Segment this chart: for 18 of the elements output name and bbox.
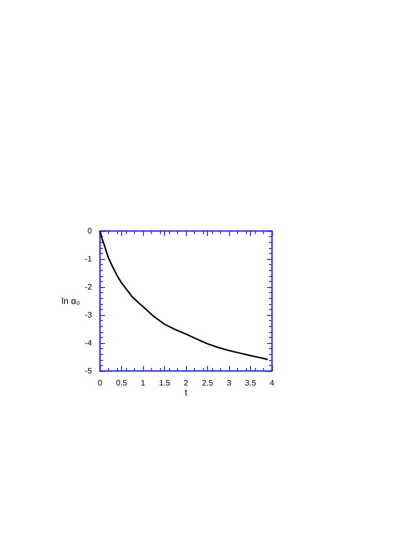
y-tick-label: 0 bbox=[88, 226, 93, 236]
x-axis-title: t bbox=[184, 387, 188, 398]
x-tick-label: 1 bbox=[140, 378, 146, 388]
x-tick-label: 0 bbox=[98, 378, 103, 388]
x-tick-label: 4 bbox=[270, 378, 275, 388]
x-tick-label: 2 bbox=[184, 378, 189, 388]
line-series bbox=[99, 230, 268, 360]
y-tick-label: -3 bbox=[84, 310, 93, 320]
y-tick-label: -2 bbox=[84, 282, 93, 292]
x-tick-label: 2.5 bbox=[202, 378, 214, 388]
y-tick-label: -1 bbox=[84, 254, 93, 264]
x-tick-label: 1.5 bbox=[158, 378, 171, 388]
x-tick-label: 3 bbox=[226, 378, 232, 388]
x-tick-label: 3.5 bbox=[244, 378, 257, 388]
y-tick-label: -4 bbox=[84, 338, 93, 348]
y-tick-label: -5 bbox=[84, 366, 93, 376]
y-axis-title: ln α₀ bbox=[62, 296, 80, 306]
x-tick-label: 0.5 bbox=[116, 378, 128, 388]
